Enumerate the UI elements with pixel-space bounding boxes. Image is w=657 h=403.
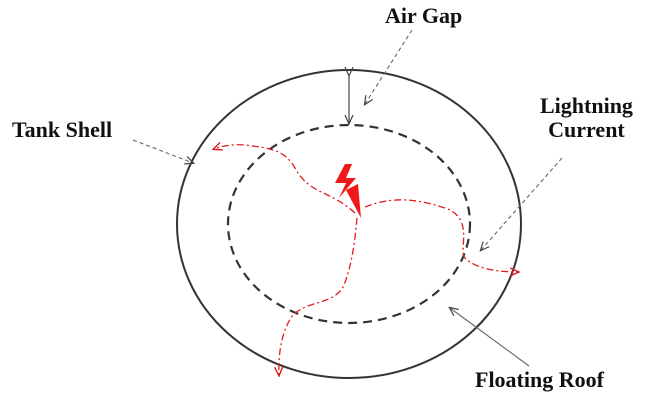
lightning-current-label-line1: Lightning: [540, 93, 633, 118]
floating-roof-label: Floating Roof: [475, 367, 604, 392]
current-path-to-upper-left: [214, 145, 356, 214]
current-path-to-bottom: [279, 217, 358, 375]
air-gap-leader: [365, 29, 413, 104]
lightning-current-leader: [481, 157, 563, 250]
lightning-bolt-icon: [335, 164, 356, 198]
lightning-bolt-tip: [346, 184, 361, 218]
tank-shell-label: Tank Shell: [12, 117, 113, 142]
lightning-current-label: Lightning Current: [540, 93, 633, 143]
tank-shell-leader: [132, 139, 193, 163]
air-gap-label: Air Gap: [385, 3, 463, 28]
current-path-to-right: [364, 199, 518, 272]
lightning-current-label-line2: Current: [548, 117, 625, 143]
floating-roof-leader: [450, 308, 530, 367]
floating-roof-outline: [226, 123, 472, 325]
